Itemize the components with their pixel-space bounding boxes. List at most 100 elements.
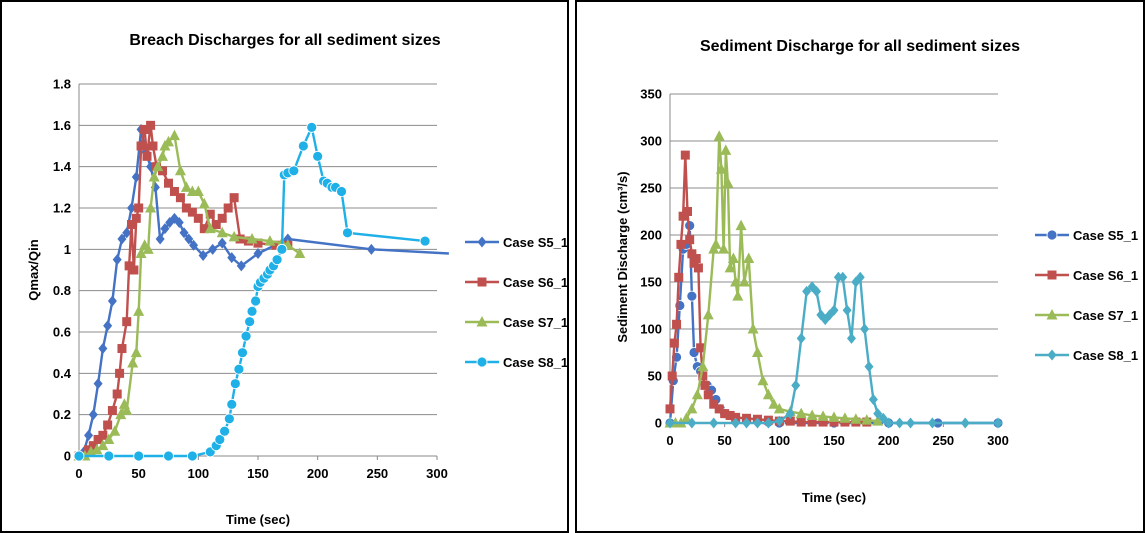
data-point <box>180 181 192 192</box>
data-point <box>211 220 221 230</box>
data-point <box>419 235 431 247</box>
data-point <box>851 276 861 288</box>
data-point <box>103 320 113 332</box>
data-point <box>163 135 174 147</box>
data-point <box>691 254 701 263</box>
data-point <box>698 371 708 381</box>
y-axis-label: Sediment Discharge (cm³/s) <box>615 171 630 342</box>
data-point <box>288 165 300 177</box>
data-point <box>751 346 763 357</box>
data-point <box>682 207 692 216</box>
x-tick-label: 100 <box>768 433 790 448</box>
data-point <box>112 254 122 266</box>
data-point <box>710 238 722 249</box>
x-tick-label: 200 <box>307 466 329 481</box>
data-point <box>297 140 309 152</box>
data-point <box>227 252 237 264</box>
data-point <box>214 434 226 445</box>
data-point <box>117 233 127 245</box>
data-point <box>192 185 204 196</box>
data-point <box>174 216 184 228</box>
data-point <box>730 276 742 287</box>
data-point <box>253 238 263 248</box>
data-point <box>223 413 235 425</box>
x-tick-label: 250 <box>366 466 388 481</box>
data-point <box>117 344 127 354</box>
data-point <box>795 407 807 419</box>
data-point <box>204 222 216 234</box>
data-point <box>122 317 132 327</box>
data-point <box>88 409 98 421</box>
data-point <box>235 234 245 244</box>
sediment-discharge-chart: Sediment Discharge for all sediment size… <box>615 38 1138 505</box>
data-point <box>264 235 276 246</box>
data-point <box>199 224 209 234</box>
data-point <box>163 450 174 462</box>
data-point <box>873 408 883 420</box>
data-point <box>216 226 228 238</box>
legend-marker <box>1047 349 1057 361</box>
y-tick-label: 0 <box>655 416 662 431</box>
data-point <box>103 450 115 462</box>
series-line <box>668 224 998 425</box>
data-point <box>271 254 283 266</box>
data-point <box>838 271 848 283</box>
data-point <box>250 295 262 307</box>
data-point <box>731 417 741 429</box>
data-point <box>115 408 127 420</box>
data-point <box>696 343 706 353</box>
data-point <box>685 235 695 245</box>
data-point <box>168 129 180 141</box>
data-point <box>676 239 686 249</box>
y-tick-label: 0.4 <box>53 366 72 381</box>
data-point <box>73 450 85 462</box>
data-point <box>107 295 117 307</box>
y-tick-label: 50 <box>648 369 662 384</box>
data-point <box>680 412 692 423</box>
data-point <box>115 368 125 378</box>
data-point <box>93 434 103 444</box>
y-tick-label: 350 <box>640 87 662 102</box>
data-point <box>703 390 713 400</box>
y-tick-label: 1.2 <box>53 201 71 216</box>
data-point <box>179 227 189 239</box>
data-point <box>829 417 839 427</box>
data-point <box>665 404 675 414</box>
data-point <box>121 404 133 416</box>
data-point <box>146 120 156 130</box>
data-point <box>763 417 773 429</box>
legend-label: Case S8_1 <box>503 355 567 370</box>
data-point <box>686 290 698 302</box>
data-point <box>785 416 795 426</box>
data-point <box>689 258 699 268</box>
series-line <box>670 135 878 425</box>
data-point <box>187 207 197 217</box>
y-tick-label: 200 <box>640 228 662 243</box>
y-tick-label: 1.6 <box>53 118 71 133</box>
series-case-s5-1 <box>74 123 449 462</box>
x-tick-label: 250 <box>932 433 954 448</box>
data-point <box>735 219 747 231</box>
data-point <box>738 276 750 287</box>
x-tick-label: 300 <box>987 433 1009 448</box>
data-point <box>148 171 160 182</box>
x-tick-label: 150 <box>823 433 845 448</box>
data-point <box>747 323 759 334</box>
data-point <box>233 363 245 375</box>
y-tick-label: 300 <box>640 134 662 149</box>
data-point <box>152 160 164 172</box>
series-line <box>79 126 426 458</box>
data-point <box>667 371 677 381</box>
data-point <box>205 209 215 219</box>
data-point <box>868 394 878 405</box>
legend-label: Case S7_1 <box>1073 308 1138 323</box>
data-point <box>709 417 719 429</box>
data-point <box>715 163 727 174</box>
data-point <box>678 211 688 221</box>
data-point <box>181 203 191 213</box>
y-tick-label: 0 <box>64 449 71 464</box>
data-point <box>785 408 795 420</box>
data-point <box>713 130 725 141</box>
data-point <box>246 305 258 317</box>
data-point <box>189 239 199 251</box>
